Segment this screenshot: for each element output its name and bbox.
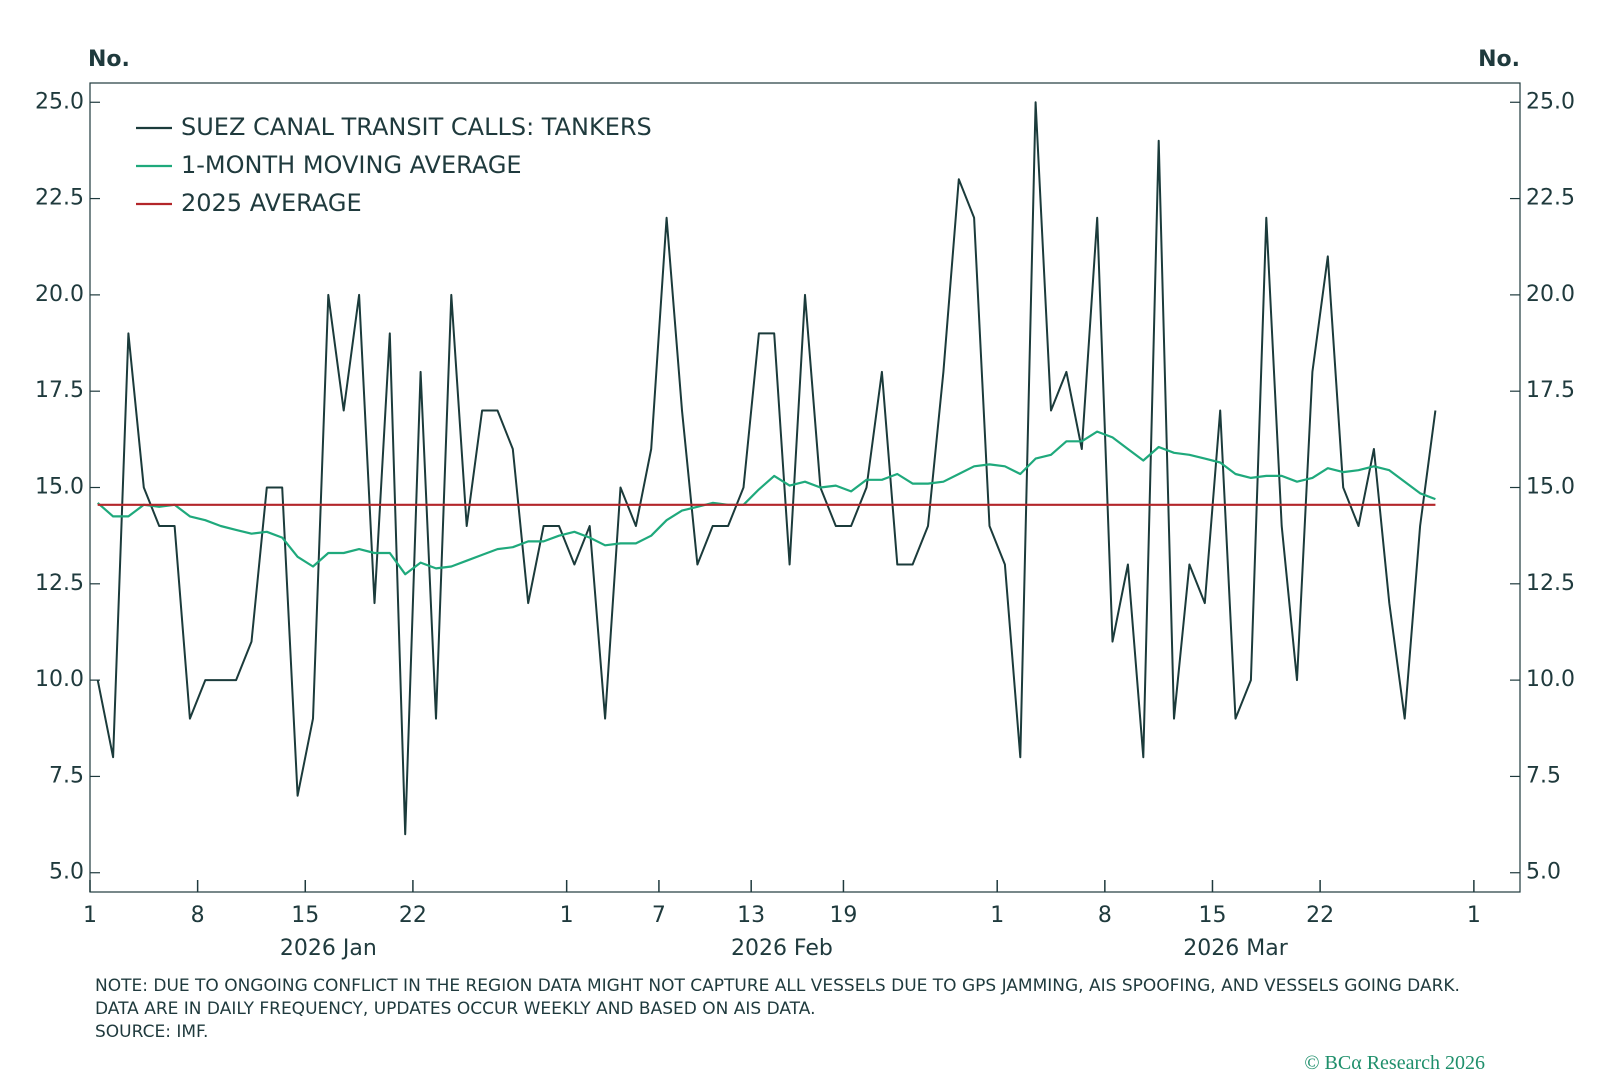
month-label: 2026 Jan — [280, 936, 377, 961]
credit: © BCα Research 2026 — [1304, 1052, 1485, 1074]
data-line — [96, 430, 1436, 576]
x-tick-label: 1 — [990, 903, 1004, 928]
month-label: 2026 Mar — [1183, 936, 1288, 961]
x-tick-label: 15 — [1198, 903, 1226, 928]
x-tick-label: 13 — [737, 903, 765, 928]
y-tick-label: 5.0 — [49, 860, 84, 885]
x-tick-label: 22 — [1306, 903, 1334, 928]
y-axis-label: No. — [88, 47, 130, 72]
data-line — [96, 101, 1437, 836]
y2-tick-label: 17.5 — [1526, 378, 1575, 403]
y-tick-label: 25.0 — [35, 89, 84, 114]
x-tick-label: 8 — [1098, 903, 1112, 928]
y2-tick-label: 22.5 — [1526, 186, 1575, 211]
x-tick-label: 19 — [829, 903, 857, 928]
y2-tick-label: 20.0 — [1526, 282, 1575, 307]
y2-tick-label: 15.0 — [1526, 475, 1575, 500]
y-tick-label: 15.0 — [35, 475, 84, 500]
x-tick-label: 22 — [399, 903, 427, 928]
y-tick-label: 12.5 — [35, 571, 84, 596]
notes: NOTE: DUE TO ONGOING CONFLICT IN THE REG… — [95, 975, 1495, 1044]
source: SOURCE: IMF. — [95, 1022, 209, 1042]
y-tick-label: 20.0 — [35, 282, 84, 307]
x-tick-label: 1 — [560, 903, 574, 928]
month-label: 2026 Feb — [731, 936, 833, 961]
legend-label: 2025 AVERAGE — [181, 189, 362, 217]
y-tick-label: 10.0 — [35, 667, 84, 692]
y-tick-label: 7.5 — [49, 763, 84, 788]
y2-tick-label: 5.0 — [1526, 860, 1561, 885]
y2-tick-label: 10.0 — [1526, 667, 1575, 692]
y2-tick-label: 25.0 — [1526, 89, 1575, 114]
y2-tick-label: 7.5 — [1526, 763, 1561, 788]
y2-tick-label: 12.5 — [1526, 571, 1575, 596]
x-tick-label: 8 — [191, 903, 205, 928]
y-tick-label: 22.5 — [35, 186, 84, 211]
x-tick-label: 7 — [652, 903, 666, 928]
legend-label: 1-MONTH MOVING AVERAGE — [181, 151, 522, 179]
note: NOTE: DUE TO ONGOING CONFLICT IN THE REG… — [95, 976, 1460, 1019]
y-tick-label: 17.5 — [35, 378, 84, 403]
x-tick-label: 15 — [291, 903, 319, 928]
x-tick-label: 1 — [83, 903, 97, 928]
x-tick-label: 1 — [1467, 903, 1481, 928]
legend-label: SUEZ CANAL TRANSIT CALLS: TANKERS — [181, 113, 652, 141]
y2-axis-label: No. — [1478, 47, 1520, 72]
